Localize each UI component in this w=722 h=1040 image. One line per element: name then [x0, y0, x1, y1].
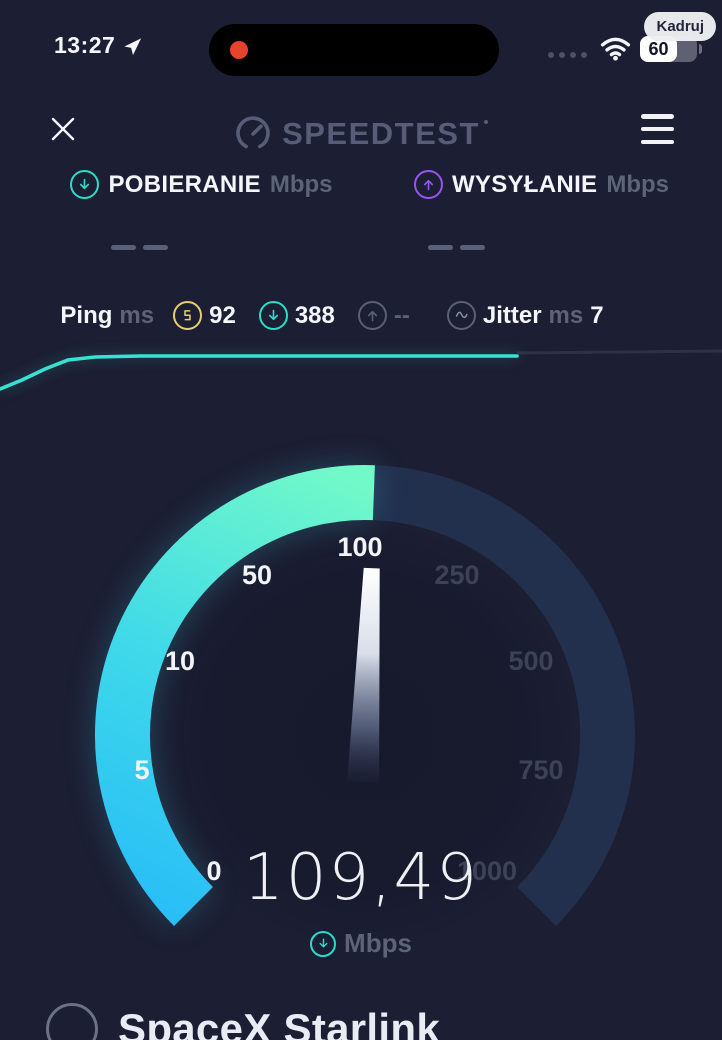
download-arrow-icon	[310, 930, 337, 957]
trademark-mark	[483, 120, 488, 124]
ping-download-icon	[258, 301, 288, 330]
recording-indicator-dot	[230, 41, 248, 59]
gauge-tick-label: 50	[242, 560, 272, 590]
globe-icon	[46, 1003, 98, 1040]
live-speed-value: 109,49	[243, 841, 479, 915]
location-arrow-icon	[124, 38, 142, 56]
jitter-value: 7	[590, 301, 604, 329]
live-speed-unit-row: Mbps	[0, 928, 722, 959]
menu-button[interactable]	[641, 114, 674, 144]
speedtest-gauge-icon	[236, 116, 270, 149]
gauge-tick-label: 1000	[457, 856, 517, 886]
provider-row[interactable]: SpaceX Starlink	[46, 1003, 440, 1040]
wifi-icon	[600, 37, 631, 61]
gauge-tick-label: 100	[337, 532, 382, 562]
gauge-tick-label: 10	[165, 646, 195, 676]
gauge-tick-label: 5	[134, 755, 149, 785]
battery-cap	[699, 44, 702, 54]
jitter-unit: ms	[548, 301, 584, 329]
provider-name: SpaceX Starlink	[118, 1005, 440, 1040]
jitter-label: Jitter	[482, 301, 542, 329]
download-label: POBIERANIE	[108, 170, 261, 198]
gauge-tick-label: 500	[508, 646, 553, 676]
cellular-signal-icon	[548, 52, 587, 58]
gauge-needle	[347, 567, 380, 783]
ping-download-value: 388	[294, 301, 335, 329]
ping-unit: ms	[119, 301, 155, 329]
jitter-icon	[446, 301, 476, 330]
ping-upload-icon	[357, 301, 387, 330]
speedtest-logo: SPEEDTEST	[0, 108, 722, 160]
ping-label: Ping	[60, 301, 113, 329]
gauge-tick-labels: 0 5 10 50 100 250 500 750 1000	[134, 532, 563, 886]
crop-badge-button[interactable]: Kadruj	[644, 12, 716, 41]
result-headers: POBIERANIE Mbps WYSYŁANIE Mbps	[0, 170, 722, 199]
clock: 13:27	[54, 32, 116, 58]
brand-wordmark: SPEEDTEST	[282, 116, 480, 151]
ping-upload-value: --	[393, 301, 410, 329]
upload-unit: Mbps	[606, 170, 670, 198]
speed-gauge: 0 5 10 50 100 250 500 750 1000	[95, 465, 635, 953]
status-left-cluster: 13:27	[54, 32, 143, 59]
gauge-fill-arc	[95, 465, 375, 926]
gauge-tick-label: 0	[206, 856, 221, 886]
upload-value-placeholder	[428, 245, 485, 250]
download-arrow-icon	[70, 170, 100, 199]
ping-idle-icon	[173, 301, 203, 330]
download-result-header: POBIERANIE Mbps	[0, 170, 361, 199]
upload-label: WYSYŁANIE	[451, 170, 598, 198]
dynamic-island[interactable]	[209, 24, 499, 76]
latency-metrics-row: Ping ms 92 388 -- Jitter ms 7	[0, 301, 722, 330]
close-button[interactable]	[46, 112, 80, 146]
upload-result-header: WYSYŁANIE Mbps	[361, 170, 722, 199]
gauge-tick-label: 250	[434, 560, 479, 590]
app-header: SPEEDTEST	[0, 108, 722, 160]
status-bar: 13:27 60 Kadruj	[0, 0, 722, 80]
ping-idle-value: 92	[209, 301, 236, 329]
upload-arrow-icon	[413, 170, 443, 199]
live-speed-unit: Mbps	[344, 928, 412, 958]
download-unit: Mbps	[269, 170, 333, 198]
gauge-tick-label: 750	[518, 755, 563, 785]
download-value-placeholder	[111, 245, 168, 250]
